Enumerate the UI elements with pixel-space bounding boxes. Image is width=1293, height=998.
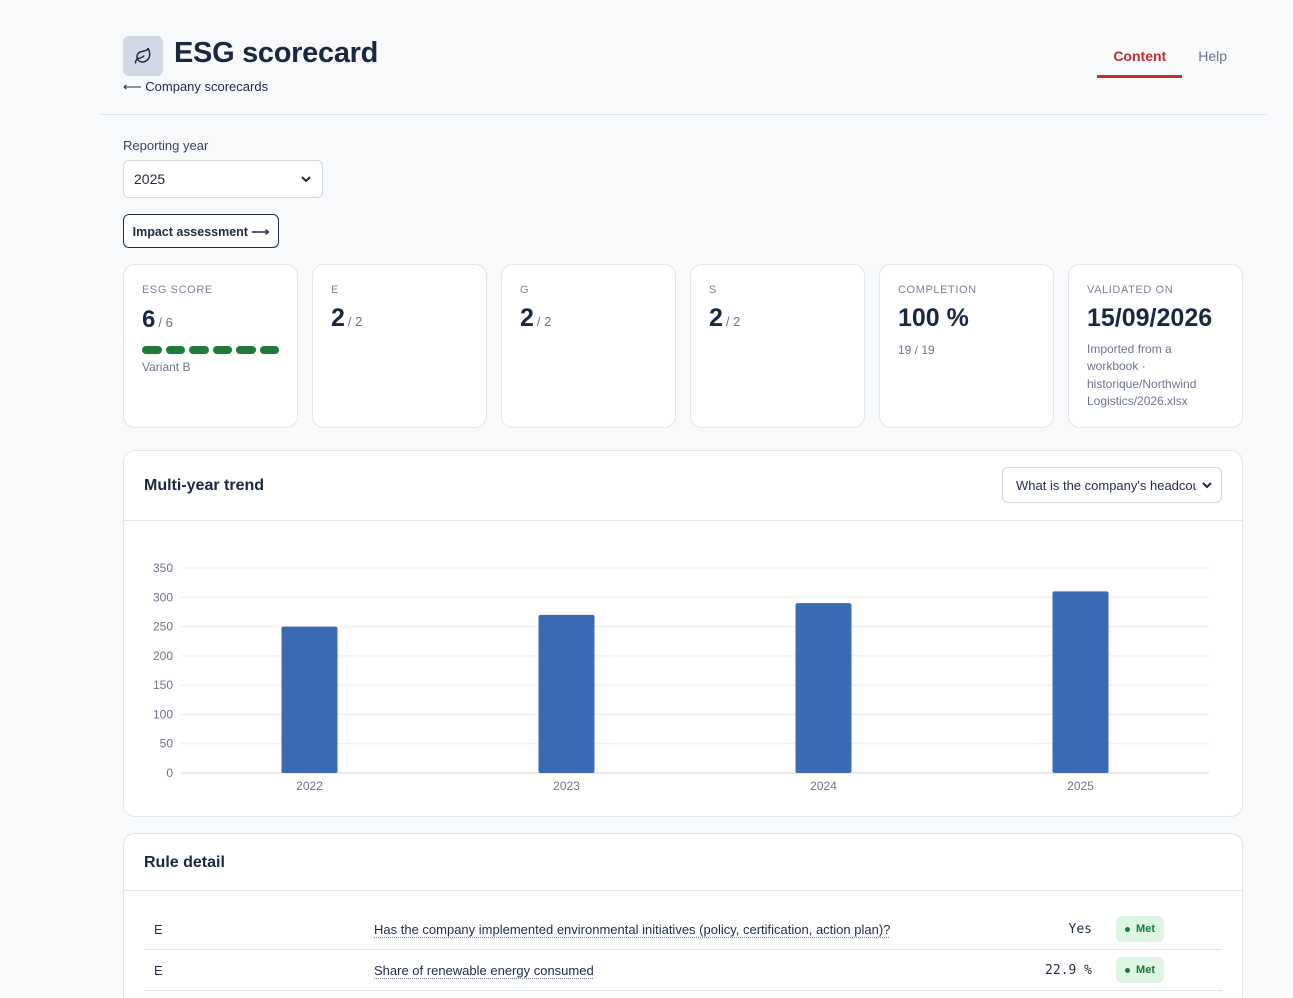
s-score-card: S 2/ 2 (690, 264, 865, 428)
trend-metric-select[interactable]: What is the company's headcount (1002, 467, 1222, 503)
y-tick-label: 300 (153, 590, 173, 604)
trend-metric-value: What is the company's headcount (1016, 478, 1196, 493)
y-tick-label: 250 (153, 620, 173, 634)
page-title: ESG scorecard (174, 37, 378, 70)
esg-score-bar (142, 346, 279, 354)
reporting-year-value: 2025 (134, 171, 165, 187)
impact-assessment-button[interactable]: Impact assessment ⟶ (123, 214, 279, 248)
score-segment (166, 346, 186, 354)
validated-source-line: workbook · (1087, 358, 1224, 375)
completion-count: 19 / 19 (898, 341, 1035, 360)
validated-source-line: Imported from a (1087, 341, 1224, 358)
rule-question-link[interactable]: Has the company implemented environmenta… (374, 922, 890, 937)
validated-source: Imported from a workbook · historique/No… (1087, 341, 1224, 411)
bar (796, 603, 852, 773)
rule-detail-panel: Rule detail E Has the company implemente… (123, 833, 1243, 998)
score-segment (236, 346, 256, 354)
rule-detail-title: Rule detail (144, 854, 225, 872)
esg-score-max: / 6 (158, 315, 172, 330)
tab-content[interactable]: Content (1097, 40, 1182, 78)
status-badge: Met (1116, 916, 1164, 942)
bar (1053, 591, 1109, 773)
chevron-down-icon (1201, 479, 1213, 491)
g-score-max: / 2 (537, 314, 551, 329)
status-badge: Met (1116, 957, 1164, 983)
score-segment (142, 346, 162, 354)
score-segment (213, 346, 233, 354)
reporting-year-label: Reporting year (123, 138, 208, 153)
s-score-number: 2 (709, 304, 723, 332)
y-tick-label: 50 (160, 737, 174, 751)
status-badge-label: Met (1136, 923, 1155, 935)
status-dot-icon (1125, 927, 1130, 932)
y-tick-label: 350 (153, 561, 173, 575)
y-tick-label: 100 (153, 707, 173, 721)
validated-date: 15/09/2026 (1087, 306, 1224, 331)
tab-help[interactable]: Help (1182, 40, 1243, 78)
trend-chart: 0 50 100 150 200 250 300 350 2022 2023 2024 2025 (124, 523, 1242, 813)
esg-score-card: ESG score 6/ 6 Variant B (123, 264, 298, 428)
e-score-card: E 2/ 2 (312, 264, 487, 428)
status-dot-icon (1125, 968, 1130, 973)
completion-card: Completion 100 % 19 / 19 (879, 264, 1054, 428)
bar (539, 615, 595, 773)
g-score-number: 2 (520, 304, 534, 332)
x-tick-label: 2025 (1067, 779, 1094, 793)
validated-source-line: historique/Northwind (1087, 376, 1224, 393)
completion-label: Completion (898, 284, 1035, 296)
score-segment (189, 346, 209, 354)
validated-source-line: Logistics/2026.xlsx (1087, 393, 1224, 410)
s-score-max: / 2 (726, 314, 740, 329)
s-score-value: 2/ 2 (709, 306, 846, 331)
rule-pillar: E (154, 963, 163, 978)
leaf-icon (123, 36, 163, 76)
s-score-label: S (709, 284, 846, 296)
rule-row: E Has the company implemented environmen… (144, 909, 1222, 950)
back-link-company-scorecards[interactable]: ⟵ Company scorecards (123, 79, 268, 95)
rule-detail-divider (124, 890, 1242, 891)
y-tick-label: 0 (166, 766, 173, 780)
e-score-value: 2/ 2 (331, 306, 468, 331)
y-tick-label: 200 (153, 649, 173, 663)
x-tick-label: 2022 (296, 779, 323, 793)
rule-value: 22.9 % (1045, 963, 1092, 978)
g-score-value: 2/ 2 (520, 306, 657, 331)
rule-row: E Share of renewable energy consumed 22.… (144, 950, 1222, 991)
chevron-down-icon (300, 173, 312, 185)
validated-label: Validated on (1087, 284, 1224, 296)
trend-panel: Multi-year trend What is the company's h… (123, 450, 1243, 817)
reporting-year-select[interactable]: 2025 (123, 160, 323, 198)
rule-question-link[interactable]: Share of renewable energy consumed (374, 963, 594, 978)
g-score-card: G 2/ 2 (501, 264, 676, 428)
validated-card: Validated on 15/09/2026 Imported from a … (1068, 264, 1243, 428)
bar (282, 627, 338, 773)
completion-value: 100 % (898, 306, 1035, 331)
page-header: ESG scorecard ⟵ Company scorecards Conte… (100, 0, 1267, 115)
trend-title: Multi-year trend (144, 477, 264, 495)
x-tick-label: 2023 (553, 779, 580, 793)
trend-divider (124, 520, 1242, 521)
e-score-label: E (331, 284, 468, 296)
score-segment (260, 346, 280, 354)
y-tick-label: 150 (153, 678, 173, 692)
status-badge-label: Met (1136, 964, 1155, 976)
esg-score-number: 6 (142, 306, 155, 333)
esg-score-label: ESG score (142, 284, 279, 296)
x-tick-label: 2024 (810, 779, 837, 793)
esg-variant: Variant B (142, 358, 279, 377)
rule-pillar: E (154, 922, 163, 937)
g-score-label: G (520, 284, 657, 296)
esg-score-value: 6/ 6 (142, 308, 279, 332)
rule-value: Yes (1069, 922, 1092, 937)
e-score-number: 2 (331, 304, 345, 332)
tab-bar: Content Help (1097, 40, 1243, 78)
e-score-max: / 2 (348, 314, 362, 329)
